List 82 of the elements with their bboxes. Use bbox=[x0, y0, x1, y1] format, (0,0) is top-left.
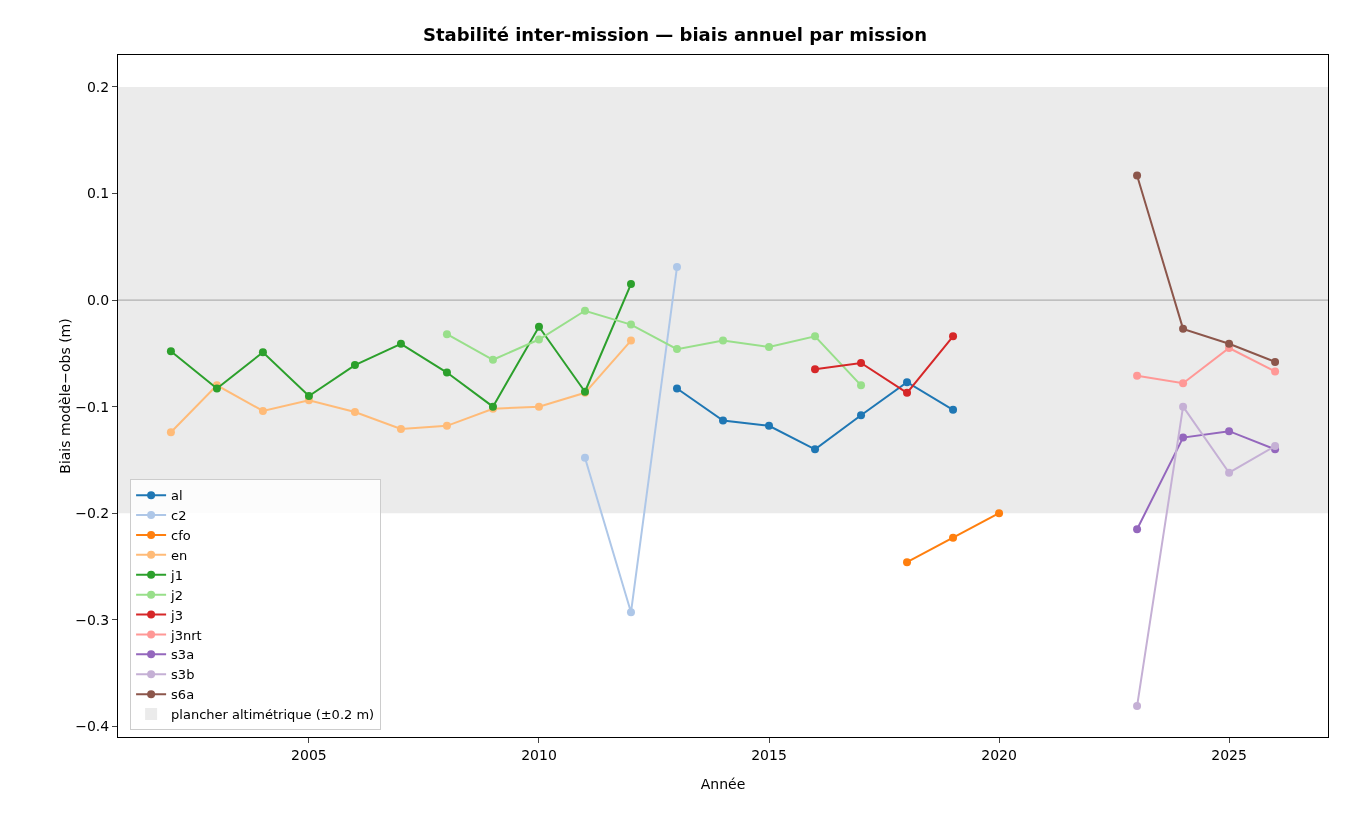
point bbox=[166, 347, 175, 356]
point bbox=[1271, 357, 1280, 366]
x-axis-title: Année bbox=[700, 776, 746, 792]
point bbox=[719, 336, 727, 345]
x-tick-label: 2020 bbox=[981, 746, 1017, 763]
point bbox=[396, 425, 405, 434]
y-tick-label: −0.2 bbox=[75, 505, 110, 522]
y-tick-label: 0.0 bbox=[86, 291, 110, 308]
point bbox=[903, 558, 912, 567]
point bbox=[258, 406, 267, 415]
point bbox=[949, 332, 958, 341]
point bbox=[811, 365, 820, 374]
point bbox=[442, 421, 451, 430]
point bbox=[626, 280, 635, 289]
point bbox=[672, 263, 681, 272]
point bbox=[857, 411, 866, 420]
point bbox=[534, 322, 543, 331]
point bbox=[1225, 427, 1234, 436]
point bbox=[442, 368, 451, 377]
legend-label: s3a bbox=[171, 647, 195, 663]
point bbox=[442, 330, 451, 339]
legend-label: j2 bbox=[170, 587, 183, 603]
point bbox=[626, 336, 635, 345]
point bbox=[903, 378, 912, 387]
point bbox=[1179, 324, 1188, 333]
point bbox=[811, 332, 820, 341]
point bbox=[672, 345, 681, 354]
legend-label: j3nrt bbox=[170, 627, 202, 643]
point bbox=[626, 320, 635, 329]
point bbox=[765, 421, 774, 430]
y-axis-title: Biais modèle−obs (m) bbox=[57, 318, 74, 474]
legend-label: en bbox=[171, 547, 188, 563]
point bbox=[1271, 367, 1280, 376]
point bbox=[1133, 702, 1142, 711]
point bbox=[1179, 402, 1188, 411]
point bbox=[580, 453, 589, 462]
legend-label: s3b bbox=[171, 667, 195, 683]
legend-label: plancher altimétrique (±0.2 m) bbox=[171, 707, 375, 723]
legend-label: al bbox=[171, 488, 183, 504]
point bbox=[396, 339, 405, 348]
y-tick-label: −0.1 bbox=[75, 398, 110, 415]
point bbox=[350, 361, 359, 370]
point bbox=[857, 381, 866, 390]
point bbox=[488, 355, 497, 364]
point bbox=[166, 428, 175, 437]
point bbox=[1225, 468, 1234, 477]
legend-label: cfo bbox=[171, 528, 191, 543]
y-tick-label: 0.1 bbox=[86, 185, 110, 202]
point bbox=[534, 335, 543, 344]
y-tick-label: 0.2 bbox=[86, 78, 110, 95]
point bbox=[258, 348, 267, 357]
x-tick-label: 2025 bbox=[1211, 746, 1247, 763]
legend-label: c2 bbox=[171, 508, 187, 524]
point bbox=[857, 358, 866, 367]
point bbox=[765, 342, 774, 351]
legend-label: j3 bbox=[170, 607, 183, 623]
point bbox=[811, 445, 820, 454]
point bbox=[626, 608, 635, 617]
point bbox=[1133, 171, 1142, 180]
point bbox=[350, 407, 359, 416]
point bbox=[1179, 379, 1188, 388]
point bbox=[995, 509, 1004, 518]
x-tick-label: 2010 bbox=[521, 746, 557, 763]
point bbox=[304, 392, 313, 400]
x-tick-label: 2015 bbox=[751, 746, 787, 763]
y-tick-label: −0.3 bbox=[75, 611, 110, 628]
point bbox=[534, 402, 543, 411]
legend-label: s6a bbox=[171, 687, 195, 703]
point bbox=[1225, 339, 1234, 348]
point bbox=[580, 306, 589, 315]
point bbox=[949, 533, 958, 542]
x-tick-label: 2005 bbox=[291, 746, 327, 763]
chart-title: Stabilité inter-mission — biais annuel par mission bbox=[422, 24, 928, 46]
point bbox=[903, 388, 912, 397]
point bbox=[1133, 525, 1142, 534]
y-tick-label: −0.4 bbox=[75, 718, 110, 735]
point bbox=[672, 384, 681, 393]
point bbox=[1179, 433, 1188, 442]
point bbox=[949, 405, 958, 414]
point bbox=[719, 416, 727, 425]
point bbox=[1133, 371, 1142, 380]
legend-label: j1 bbox=[170, 567, 183, 583]
